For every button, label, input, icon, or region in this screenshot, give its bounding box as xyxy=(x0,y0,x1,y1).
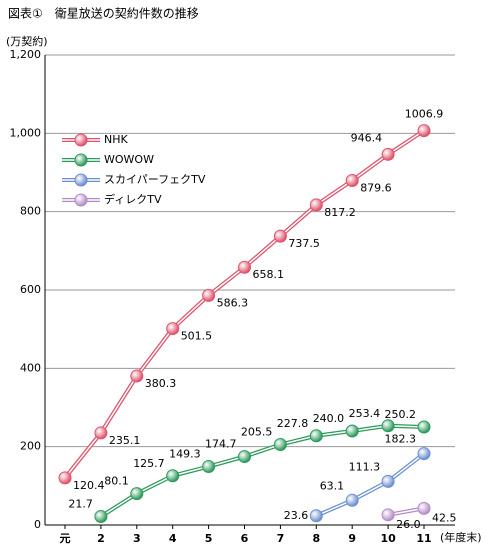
data-label: 227.8 xyxy=(277,417,309,430)
point xyxy=(130,369,144,383)
series-line xyxy=(100,425,425,518)
legend-marker xyxy=(74,193,88,207)
point xyxy=(381,147,395,161)
point xyxy=(381,474,395,488)
data-label: 125.7 xyxy=(133,457,165,470)
data-label: 879.6 xyxy=(360,181,392,194)
data-label: 946.4 xyxy=(351,131,383,144)
legend-label: NHK xyxy=(104,133,129,146)
point xyxy=(309,429,323,443)
x-tick-label: 4 xyxy=(169,532,177,545)
point xyxy=(166,469,180,483)
x-axis-label: (年度末) xyxy=(440,530,482,544)
data-label: 586.3 xyxy=(217,296,249,309)
point xyxy=(345,173,359,187)
point xyxy=(345,493,359,507)
data-label: 737.5 xyxy=(288,237,320,250)
x-tick-label: 11 xyxy=(416,532,431,545)
data-label: 149.3 xyxy=(169,448,201,461)
point xyxy=(381,508,395,522)
y-tick-label: 0 xyxy=(34,518,41,531)
point xyxy=(309,198,323,212)
data-label: 380.3 xyxy=(145,377,177,390)
data-label: 63.1 xyxy=(320,479,345,492)
y-tick-label: 1,200 xyxy=(10,48,42,61)
point xyxy=(417,420,431,434)
legend-label: スカイパーフェクTV xyxy=(104,173,206,186)
data-label: 1006.9 xyxy=(405,108,444,121)
data-label: 501.5 xyxy=(181,330,213,343)
series-line xyxy=(316,453,425,517)
point xyxy=(202,460,216,474)
y-axis-label: (万契約) xyxy=(6,34,48,48)
y-tick-label: 800 xyxy=(20,205,41,218)
point xyxy=(238,260,251,274)
data-label: 26.0 xyxy=(396,518,421,531)
point xyxy=(94,426,108,440)
x-tick-label: 10 xyxy=(380,532,396,545)
data-label: 817.2 xyxy=(324,206,356,219)
x-tick-label: 元 xyxy=(60,532,71,545)
point xyxy=(58,471,72,485)
point xyxy=(202,288,216,302)
point xyxy=(345,424,359,438)
x-tick-label: 5 xyxy=(205,532,213,545)
y-tick-label: 400 xyxy=(20,361,41,374)
data-label: 21.7 xyxy=(68,498,93,511)
point xyxy=(94,510,108,524)
data-label: 240.0 xyxy=(313,412,345,425)
data-label: 253.4 xyxy=(349,407,381,420)
legend-marker xyxy=(74,173,88,187)
chart-title: 図表① 衛星放送の契約件数の推移 xyxy=(8,6,199,21)
y-tick-label: 1,000 xyxy=(10,126,42,139)
legend-marker xyxy=(74,153,88,167)
x-tick-label: 7 xyxy=(277,532,285,545)
data-label: 42.5 xyxy=(432,511,457,524)
data-label: 174.7 xyxy=(205,438,237,451)
point xyxy=(166,322,180,336)
x-tick-label: 3 xyxy=(133,532,141,545)
data-label: 80.1 xyxy=(104,475,129,488)
x-tick-label: 2 xyxy=(97,532,105,545)
point xyxy=(273,229,287,243)
point xyxy=(417,447,431,461)
point xyxy=(381,419,395,433)
x-tick-label: 9 xyxy=(348,532,356,545)
data-label: 250.2 xyxy=(385,408,417,421)
x-tick-label: 6 xyxy=(241,532,249,545)
point xyxy=(417,501,431,515)
legend-marker xyxy=(74,133,88,147)
point xyxy=(273,438,287,452)
data-label: 205.5 xyxy=(241,426,273,439)
data-label: 658.1 xyxy=(253,268,285,281)
data-label: 23.6 xyxy=(284,509,309,522)
point xyxy=(238,450,251,464)
y-tick-label: 600 xyxy=(20,283,41,296)
data-label: 182.3 xyxy=(385,433,417,446)
point xyxy=(130,487,144,501)
point xyxy=(309,509,323,523)
data-label: 235.1 xyxy=(109,434,140,447)
y-tick-label: 200 xyxy=(20,440,41,453)
data-label: 111.3 xyxy=(349,460,381,473)
legend-label: WOWOW xyxy=(104,153,154,166)
x-tick-label: 8 xyxy=(312,532,320,545)
data-label: 120.4 xyxy=(73,479,105,492)
point xyxy=(417,124,431,138)
legend-label: ディレクTV xyxy=(104,192,162,206)
